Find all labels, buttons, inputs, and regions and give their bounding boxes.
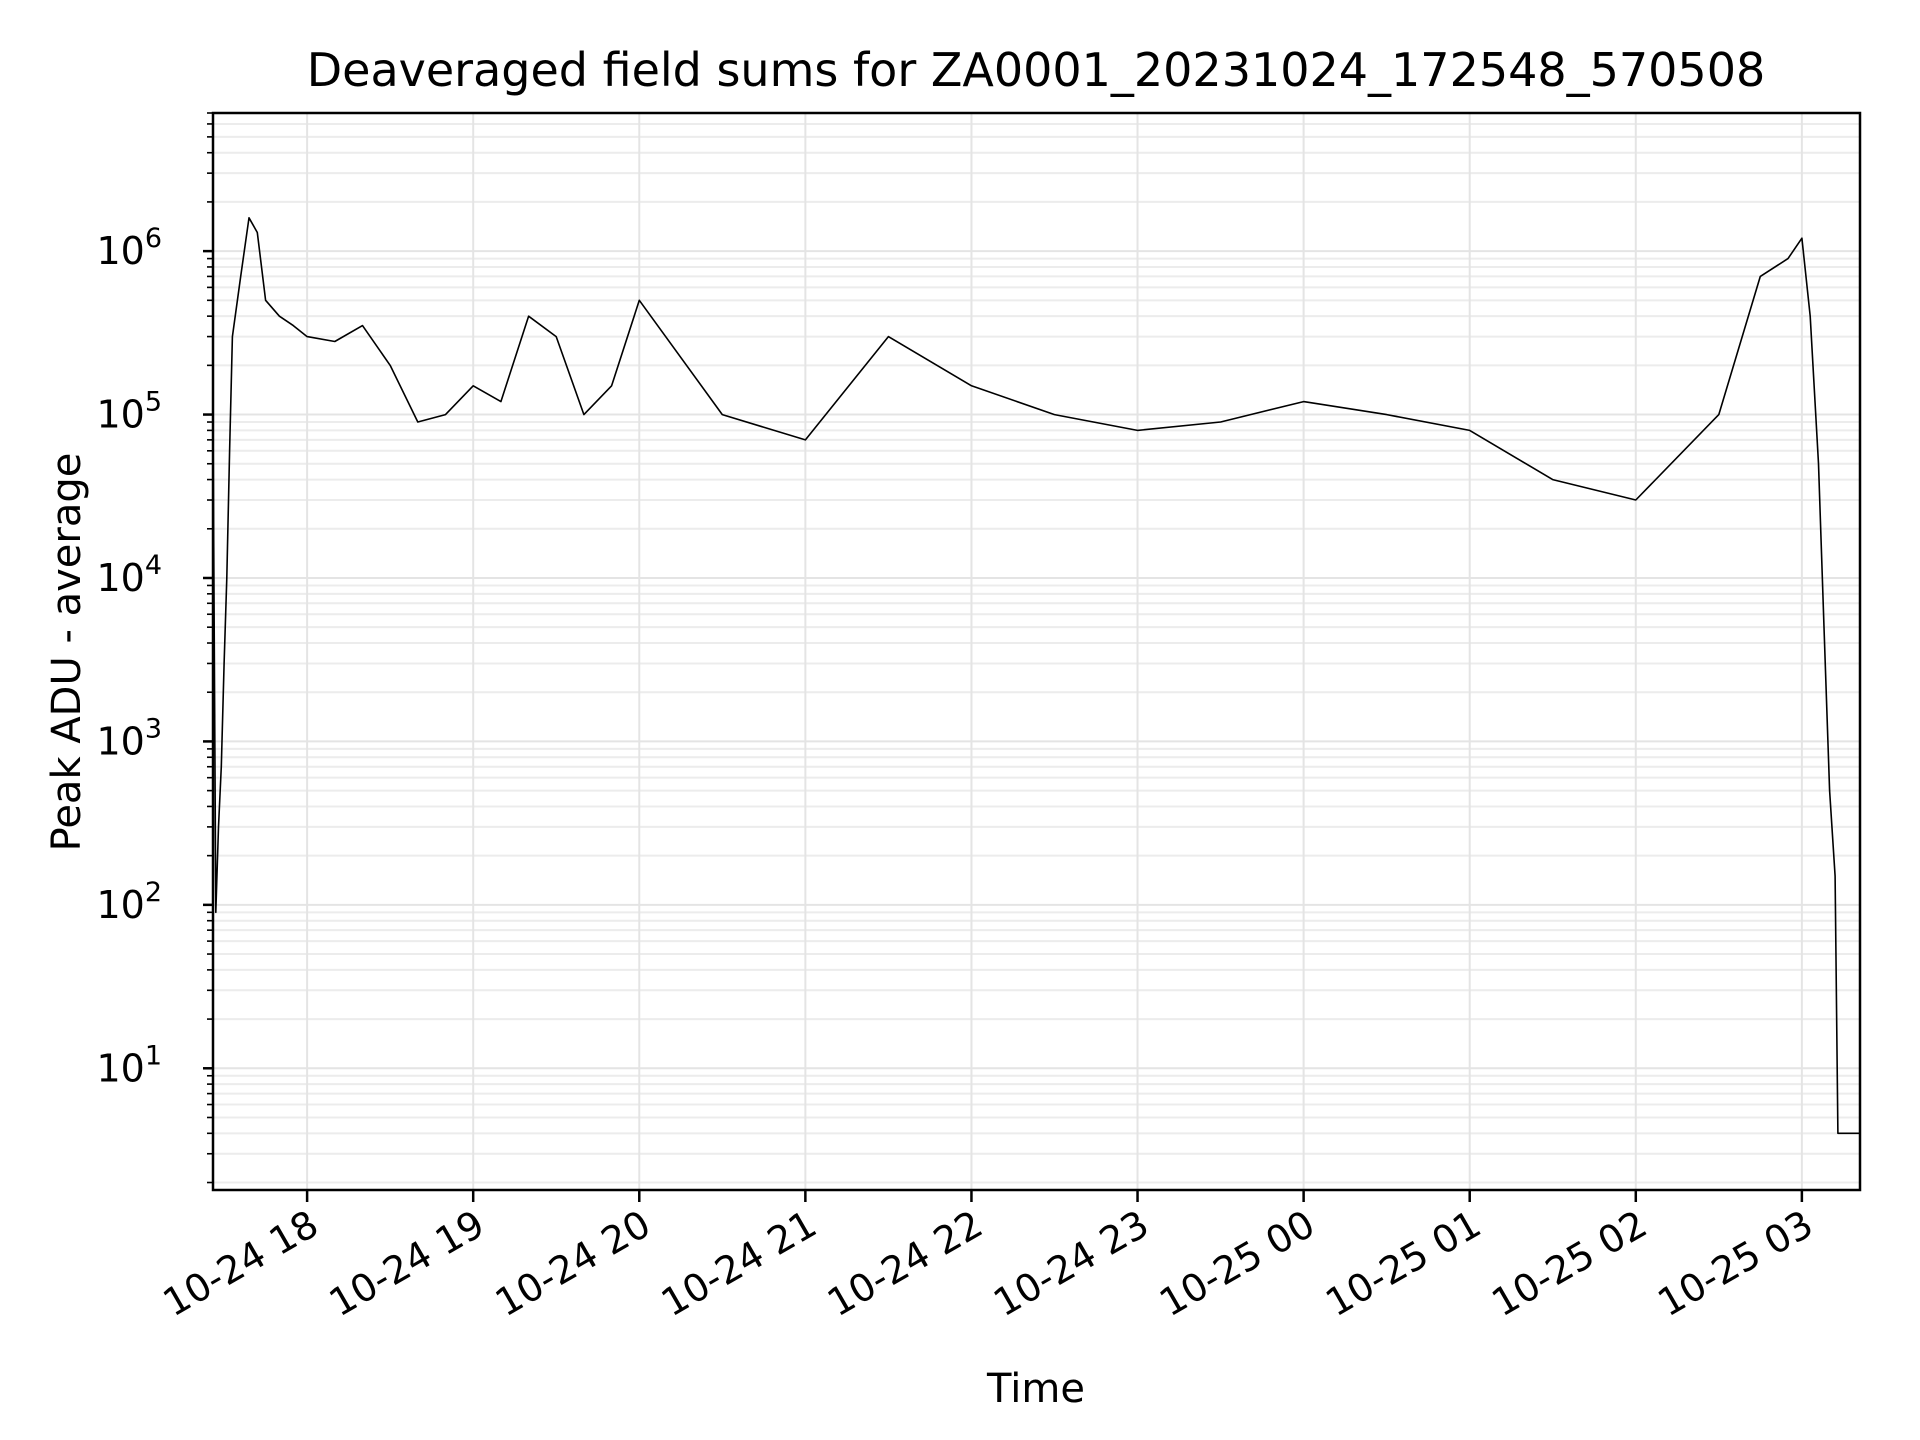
y-axis-label: Peak ADU - average (44, 453, 90, 852)
x-tick-label: 10-24 22 (820, 1202, 990, 1326)
x-tick-label: 10-25 03 (1650, 1202, 1820, 1326)
series-line (212, 217, 1860, 1183)
x-tick-label: 10-24 21 (654, 1202, 824, 1326)
y-tick-labels: 101 102 103 104 105 106 (96, 223, 162, 1090)
x-tick-label: 10-25 01 (1318, 1202, 1488, 1326)
x-tick-label: 10-25 02 (1484, 1202, 1654, 1326)
y-tick-label: 101 (96, 1040, 162, 1090)
x-tick-label: 10-24 23 (986, 1202, 1156, 1326)
plot-frame (211, 111, 1862, 1192)
x-tick-label: 10-24 18 (156, 1202, 326, 1326)
x-tick-label: 10-25 00 (1152, 1202, 1322, 1326)
y-tick-label: 106 (96, 223, 162, 273)
grid (213, 112, 1860, 1190)
x-tick-label: 10-24 20 (488, 1202, 658, 1326)
x-tick-label: 10-24 19 (322, 1202, 492, 1326)
chart-title: Deaveraged field sums for ZA0001_2023102… (307, 43, 1766, 97)
ticks (203, 112, 1804, 1202)
x-axis-label: Time (986, 1366, 1085, 1412)
y-tick-label: 103 (96, 713, 162, 763)
y-tick-label: 102 (96, 877, 162, 927)
y-tick-label: 104 (96, 550, 162, 600)
y-tick-label: 105 (96, 387, 162, 437)
